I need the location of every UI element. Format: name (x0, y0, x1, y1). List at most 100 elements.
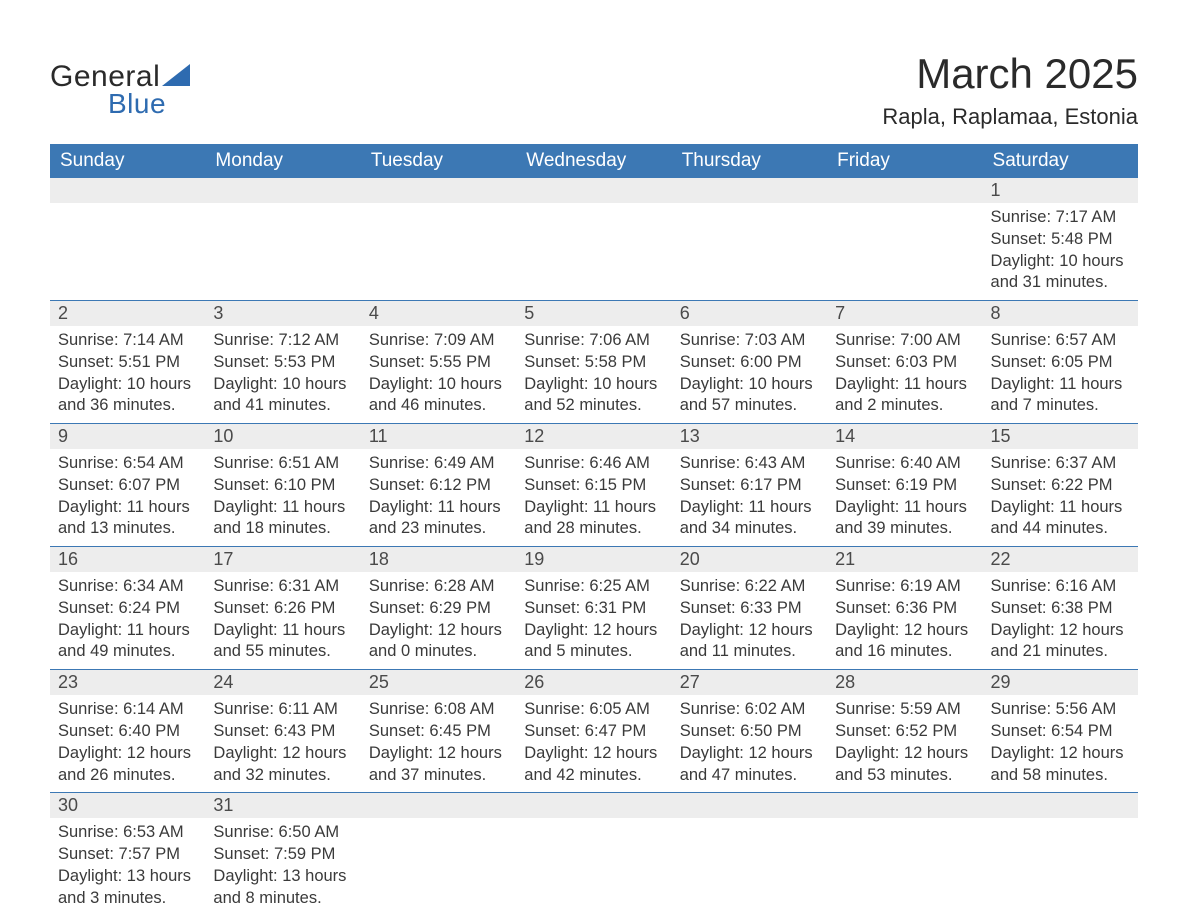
day-number: 31 (205, 793, 360, 818)
day-content: Sunrise: 6:19 AMSunset: 6:36 PMDaylight:… (827, 572, 982, 669)
day-cell: 2Sunrise: 7:14 AMSunset: 5:51 PMDaylight… (50, 301, 205, 424)
day-cell (983, 793, 1138, 916)
day-number (361, 793, 516, 818)
sunset-text: Sunset: 6:50 PM (680, 721, 821, 743)
weekday-header: Friday (827, 144, 982, 178)
sunset-text: Sunset: 5:51 PM (58, 352, 199, 374)
sunset-text: Sunset: 6:00 PM (680, 352, 821, 374)
week-row: 9Sunrise: 6:54 AMSunset: 6:07 PMDaylight… (50, 424, 1138, 547)
day-number: 19 (516, 547, 671, 572)
day-content (983, 818, 1138, 828)
sunrise-text: Sunrise: 6:53 AM (58, 822, 199, 844)
sunrise-text: Sunrise: 6:11 AM (213, 699, 354, 721)
week-row: 1Sunrise: 7:17 AMSunset: 5:48 PMDaylight… (50, 178, 1138, 301)
sunset-text: Sunset: 5:48 PM (991, 229, 1132, 251)
day-number: 15 (983, 424, 1138, 449)
day-content: Sunrise: 6:57 AMSunset: 6:05 PMDaylight:… (983, 326, 1138, 423)
sunrise-text: Sunrise: 7:06 AM (524, 330, 665, 352)
daylight-text: Daylight: 11 hours and 44 minutes. (991, 497, 1132, 541)
sunset-text: Sunset: 7:59 PM (213, 844, 354, 866)
sunrise-text: Sunrise: 6:25 AM (524, 576, 665, 598)
daylight-text: Daylight: 12 hours and 53 minutes. (835, 743, 976, 787)
sunrise-text: Sunrise: 7:17 AM (991, 207, 1132, 229)
daylight-text: Daylight: 10 hours and 36 minutes. (58, 374, 199, 418)
day-content (516, 203, 671, 213)
daylight-text: Daylight: 11 hours and 55 minutes. (213, 620, 354, 664)
day-content: Sunrise: 7:14 AMSunset: 5:51 PMDaylight:… (50, 326, 205, 423)
day-cell (672, 178, 827, 301)
sunset-text: Sunset: 6:12 PM (369, 475, 510, 497)
logo-text-blue: Blue (108, 88, 166, 120)
day-content: Sunrise: 6:51 AMSunset: 6:10 PMDaylight:… (205, 449, 360, 546)
day-content: Sunrise: 6:05 AMSunset: 6:47 PMDaylight:… (516, 695, 671, 792)
day-content: Sunrise: 6:34 AMSunset: 6:24 PMDaylight:… (50, 572, 205, 669)
day-cell: 15Sunrise: 6:37 AMSunset: 6:22 PMDayligh… (983, 424, 1138, 547)
day-content (672, 203, 827, 213)
day-cell: 3Sunrise: 7:12 AMSunset: 5:53 PMDaylight… (205, 301, 360, 424)
day-number (516, 793, 671, 818)
sunrise-text: Sunrise: 7:03 AM (680, 330, 821, 352)
day-number: 5 (516, 301, 671, 326)
daylight-text: Daylight: 12 hours and 37 minutes. (369, 743, 510, 787)
day-cell: 18Sunrise: 6:28 AMSunset: 6:29 PMDayligh… (361, 547, 516, 670)
day-number: 22 (983, 547, 1138, 572)
sunrise-text: Sunrise: 7:12 AM (213, 330, 354, 352)
daylight-text: Daylight: 13 hours and 8 minutes. (213, 866, 354, 910)
day-cell: 10Sunrise: 6:51 AMSunset: 6:10 PMDayligh… (205, 424, 360, 547)
day-number: 30 (50, 793, 205, 818)
day-number: 16 (50, 547, 205, 572)
day-cell: 24Sunrise: 6:11 AMSunset: 6:43 PMDayligh… (205, 670, 360, 793)
week-row: 16Sunrise: 6:34 AMSunset: 6:24 PMDayligh… (50, 547, 1138, 670)
day-number: 2 (50, 301, 205, 326)
day-content: Sunrise: 6:22 AMSunset: 6:33 PMDaylight:… (672, 572, 827, 669)
day-number: 17 (205, 547, 360, 572)
day-content: Sunrise: 6:08 AMSunset: 6:45 PMDaylight:… (361, 695, 516, 792)
day-cell: 14Sunrise: 6:40 AMSunset: 6:19 PMDayligh… (827, 424, 982, 547)
sunset-text: Sunset: 6:36 PM (835, 598, 976, 620)
day-cell: 5Sunrise: 7:06 AMSunset: 5:58 PMDaylight… (516, 301, 671, 424)
daylight-text: Daylight: 12 hours and 26 minutes. (58, 743, 199, 787)
sunset-text: Sunset: 6:52 PM (835, 721, 976, 743)
sunset-text: Sunset: 6:17 PM (680, 475, 821, 497)
day-content: Sunrise: 6:43 AMSunset: 6:17 PMDaylight:… (672, 449, 827, 546)
day-content (672, 818, 827, 828)
day-number: 11 (361, 424, 516, 449)
day-content: Sunrise: 6:40 AMSunset: 6:19 PMDaylight:… (827, 449, 982, 546)
sunrise-text: Sunrise: 6:40 AM (835, 453, 976, 475)
day-cell: 23Sunrise: 6:14 AMSunset: 6:40 PMDayligh… (50, 670, 205, 793)
day-number: 25 (361, 670, 516, 695)
day-content: Sunrise: 5:59 AMSunset: 6:52 PMDaylight:… (827, 695, 982, 792)
daylight-text: Daylight: 11 hours and 7 minutes. (991, 374, 1132, 418)
sunset-text: Sunset: 6:07 PM (58, 475, 199, 497)
day-cell: 25Sunrise: 6:08 AMSunset: 6:45 PMDayligh… (361, 670, 516, 793)
day-cell: 28Sunrise: 5:59 AMSunset: 6:52 PMDayligh… (827, 670, 982, 793)
sunrise-text: Sunrise: 6:50 AM (213, 822, 354, 844)
sunrise-text: Sunrise: 6:37 AM (991, 453, 1132, 475)
day-content (205, 203, 360, 213)
day-number: 10 (205, 424, 360, 449)
sunrise-text: Sunrise: 6:19 AM (835, 576, 976, 598)
sunrise-text: Sunrise: 6:22 AM (680, 576, 821, 598)
day-number: 27 (672, 670, 827, 695)
sunset-text: Sunset: 6:43 PM (213, 721, 354, 743)
day-cell (205, 178, 360, 301)
day-content: Sunrise: 6:46 AMSunset: 6:15 PMDaylight:… (516, 449, 671, 546)
day-number: 26 (516, 670, 671, 695)
day-number (50, 178, 205, 203)
daylight-text: Daylight: 11 hours and 2 minutes. (835, 374, 976, 418)
daylight-text: Daylight: 12 hours and 0 minutes. (369, 620, 510, 664)
day-content: Sunrise: 7:09 AMSunset: 5:55 PMDaylight:… (361, 326, 516, 423)
sunrise-text: Sunrise: 6:34 AM (58, 576, 199, 598)
daylight-text: Daylight: 10 hours and 52 minutes. (524, 374, 665, 418)
day-cell: 31 Sunrise: 6:50 AMSunset: 7:59 PMDayligh… (205, 793, 360, 916)
weekday-header: Wednesday (516, 144, 671, 178)
daylight-text: Daylight: 11 hours and 23 minutes. (369, 497, 510, 541)
day-content (827, 203, 982, 213)
sunrise-text: Sunrise: 6:43 AM (680, 453, 821, 475)
sunset-text: Sunset: 6:29 PM (369, 598, 510, 620)
day-cell: 20Sunrise: 6:22 AMSunset: 6:33 PMDayligh… (672, 547, 827, 670)
title-block: March 2025 Rapla, Raplamaa, Estonia (882, 50, 1138, 136)
sunset-text: Sunset: 6:05 PM (991, 352, 1132, 374)
daylight-text: Daylight: 12 hours and 47 minutes. (680, 743, 821, 787)
day-number: 24 (205, 670, 360, 695)
